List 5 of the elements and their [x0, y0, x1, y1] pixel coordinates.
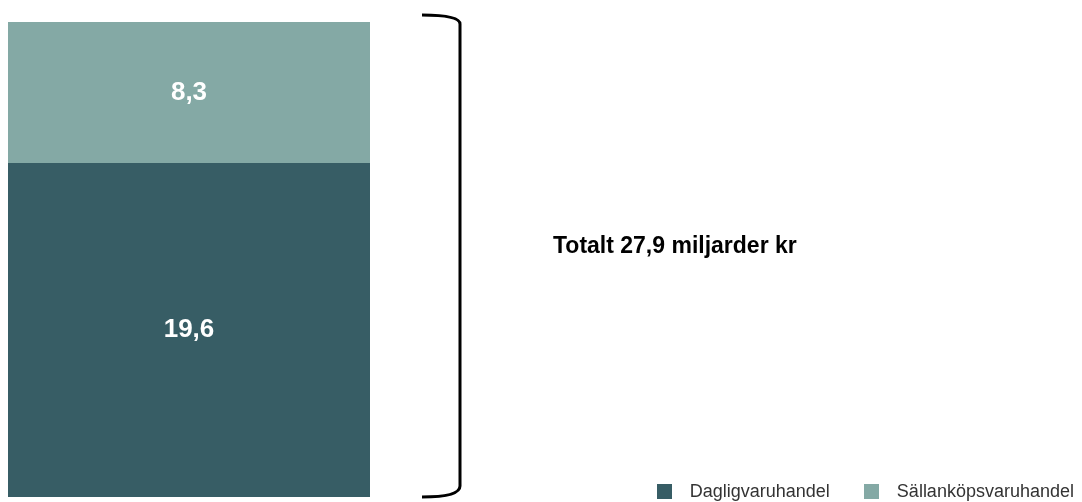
legend-label: Dagligvaruhandel	[689, 481, 830, 502]
text: Totalt 27,9 miljarder kr	[553, 232, 797, 259]
legend-label: Sällanköpsvaruhandel	[896, 481, 1074, 502]
data-label: 19,6	[163, 313, 215, 344]
data-label: 8,3	[170, 75, 208, 106]
